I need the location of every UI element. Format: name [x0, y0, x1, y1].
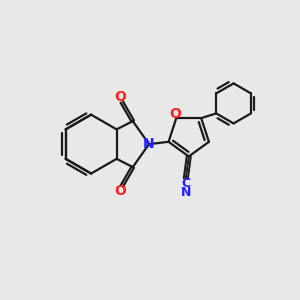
Text: N: N: [143, 137, 155, 151]
Text: N: N: [181, 186, 192, 199]
Text: O: O: [114, 90, 126, 104]
Text: O: O: [169, 107, 181, 121]
Text: O: O: [114, 184, 126, 198]
Text: C: C: [182, 177, 191, 190]
